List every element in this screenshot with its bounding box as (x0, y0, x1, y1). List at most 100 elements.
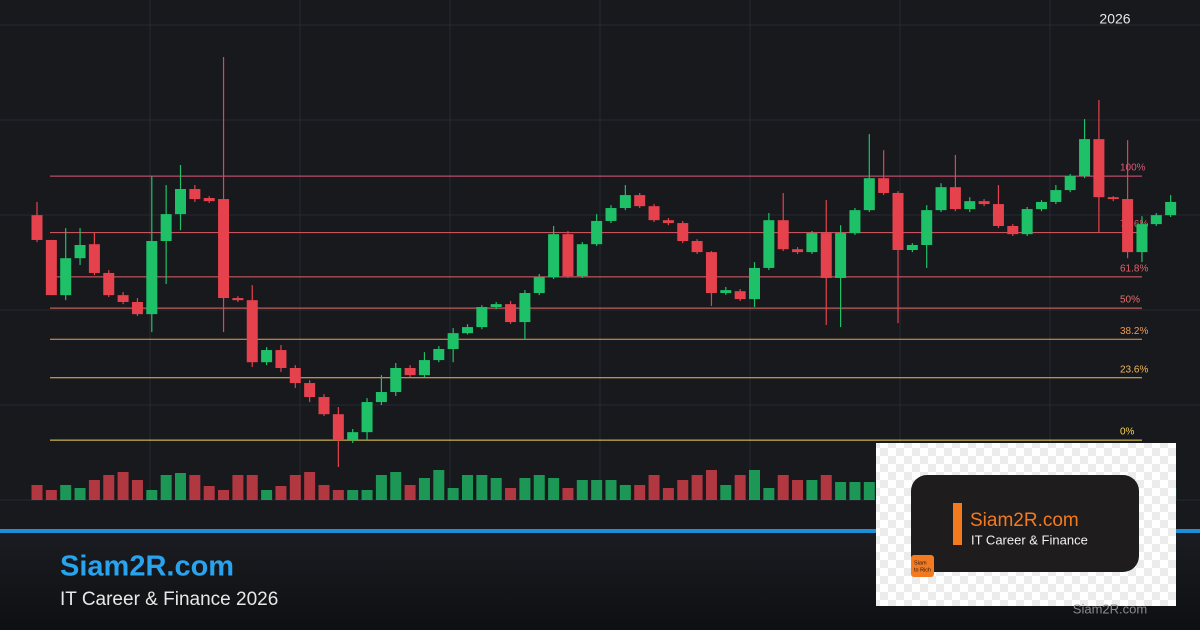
candle-body (634, 195, 646, 207)
volume-bar (45, 490, 57, 500)
candle-body (792, 249, 804, 253)
candle-body (390, 368, 402, 393)
fib-label: 0% (1120, 427, 1135, 438)
candle-body (332, 414, 344, 441)
fib-label: 50% (1120, 295, 1140, 306)
candle-body (921, 210, 933, 245)
candle-body (964, 201, 976, 210)
candle-body (1021, 209, 1033, 235)
candle-body (1050, 190, 1062, 202)
candle-body (275, 350, 287, 369)
logo-name: Siam2R.com (970, 510, 1079, 531)
candle-body (447, 333, 459, 349)
volume-bar (117, 472, 129, 500)
volume-bar (404, 485, 416, 500)
candle-body (1093, 139, 1105, 198)
candle-body (404, 368, 416, 376)
volume-bar (806, 480, 818, 500)
candle-body (906, 244, 918, 250)
plot-area: 100% 78.6% 61.8% 50% 38.2% 23.6% 0% (31, 57, 1177, 500)
candle-body (763, 220, 775, 268)
candle-body (835, 233, 847, 278)
candle-body (189, 189, 201, 200)
volume-bar (734, 475, 746, 500)
candle-body (433, 348, 445, 361)
candle-body (677, 223, 689, 242)
candle-body (935, 187, 947, 211)
volume-bar (175, 473, 186, 500)
volume-bar (648, 475, 660, 500)
candle-body (705, 252, 717, 294)
site-tagline: IT Career & Finance 2026 (60, 589, 278, 610)
volume-bar (835, 482, 847, 500)
volume-bar (232, 475, 244, 500)
volume-bar (418, 478, 430, 500)
volume-bar (203, 486, 215, 500)
candle-body (418, 360, 430, 376)
candle-body (131, 302, 143, 315)
volume-bar (576, 480, 588, 500)
volume-bar (74, 488, 86, 500)
candle-body (806, 233, 818, 253)
volume-bar (562, 488, 574, 500)
volume-bar (375, 475, 387, 500)
volume-bar (31, 485, 43, 500)
candle-body (103, 272, 115, 296)
candle-body (232, 298, 244, 301)
volume-bar (131, 480, 143, 500)
volume-bar (662, 488, 674, 500)
logo-badge: Siam (914, 560, 927, 566)
volume-bar (218, 490, 230, 500)
volume-bar (275, 486, 287, 500)
candle-body (576, 244, 588, 277)
candle-body (619, 195, 631, 209)
candle-body (146, 241, 158, 315)
volume-bar (634, 485, 646, 500)
volume-bar (332, 490, 344, 500)
volume-bar (820, 475, 832, 500)
volume-bar (289, 475, 301, 500)
volume-bar (160, 475, 172, 500)
candle-body (591, 220, 603, 245)
volume-bar (347, 490, 359, 500)
volume-bar (189, 475, 201, 500)
candle-body (74, 244, 86, 259)
candle-body (892, 192, 904, 250)
site-name: Siam2R.com (60, 551, 234, 583)
candle-body (777, 220, 789, 250)
candle-body (1165, 201, 1177, 216)
candle-body (175, 189, 186, 215)
volume-bar (476, 475, 488, 500)
candle-body (519, 293, 531, 323)
volume-bar (447, 488, 459, 500)
candle-body (533, 277, 545, 294)
period-label: 2026 (1099, 11, 1130, 27)
candle-body (1064, 176, 1076, 191)
fib-label: 78.6% (1120, 219, 1148, 230)
candle-body (849, 210, 861, 234)
candle-body (1150, 215, 1162, 225)
candle-body (648, 206, 660, 221)
candle-body (347, 432, 359, 441)
fib-label: 100% (1120, 163, 1146, 174)
volume-bar (146, 490, 158, 500)
volume-bar (390, 472, 402, 500)
candle-body (1036, 201, 1047, 210)
candle-body (749, 267, 760, 300)
candle-body (318, 397, 330, 415)
volume-bar (88, 480, 100, 500)
volume-bar (533, 475, 545, 500)
volume-bar (720, 485, 732, 500)
divider (0, 529, 1200, 533)
volume-bar (490, 478, 502, 500)
volume-bar (103, 475, 115, 500)
logo-tagline: IT Career & Finance (971, 532, 1088, 547)
candle-body (878, 178, 890, 193)
volume-bar (519, 478, 531, 500)
candle-body (375, 392, 387, 403)
candle-body (88, 244, 100, 273)
volume-bar (505, 488, 517, 500)
fib-label: 61.8% (1120, 264, 1148, 275)
